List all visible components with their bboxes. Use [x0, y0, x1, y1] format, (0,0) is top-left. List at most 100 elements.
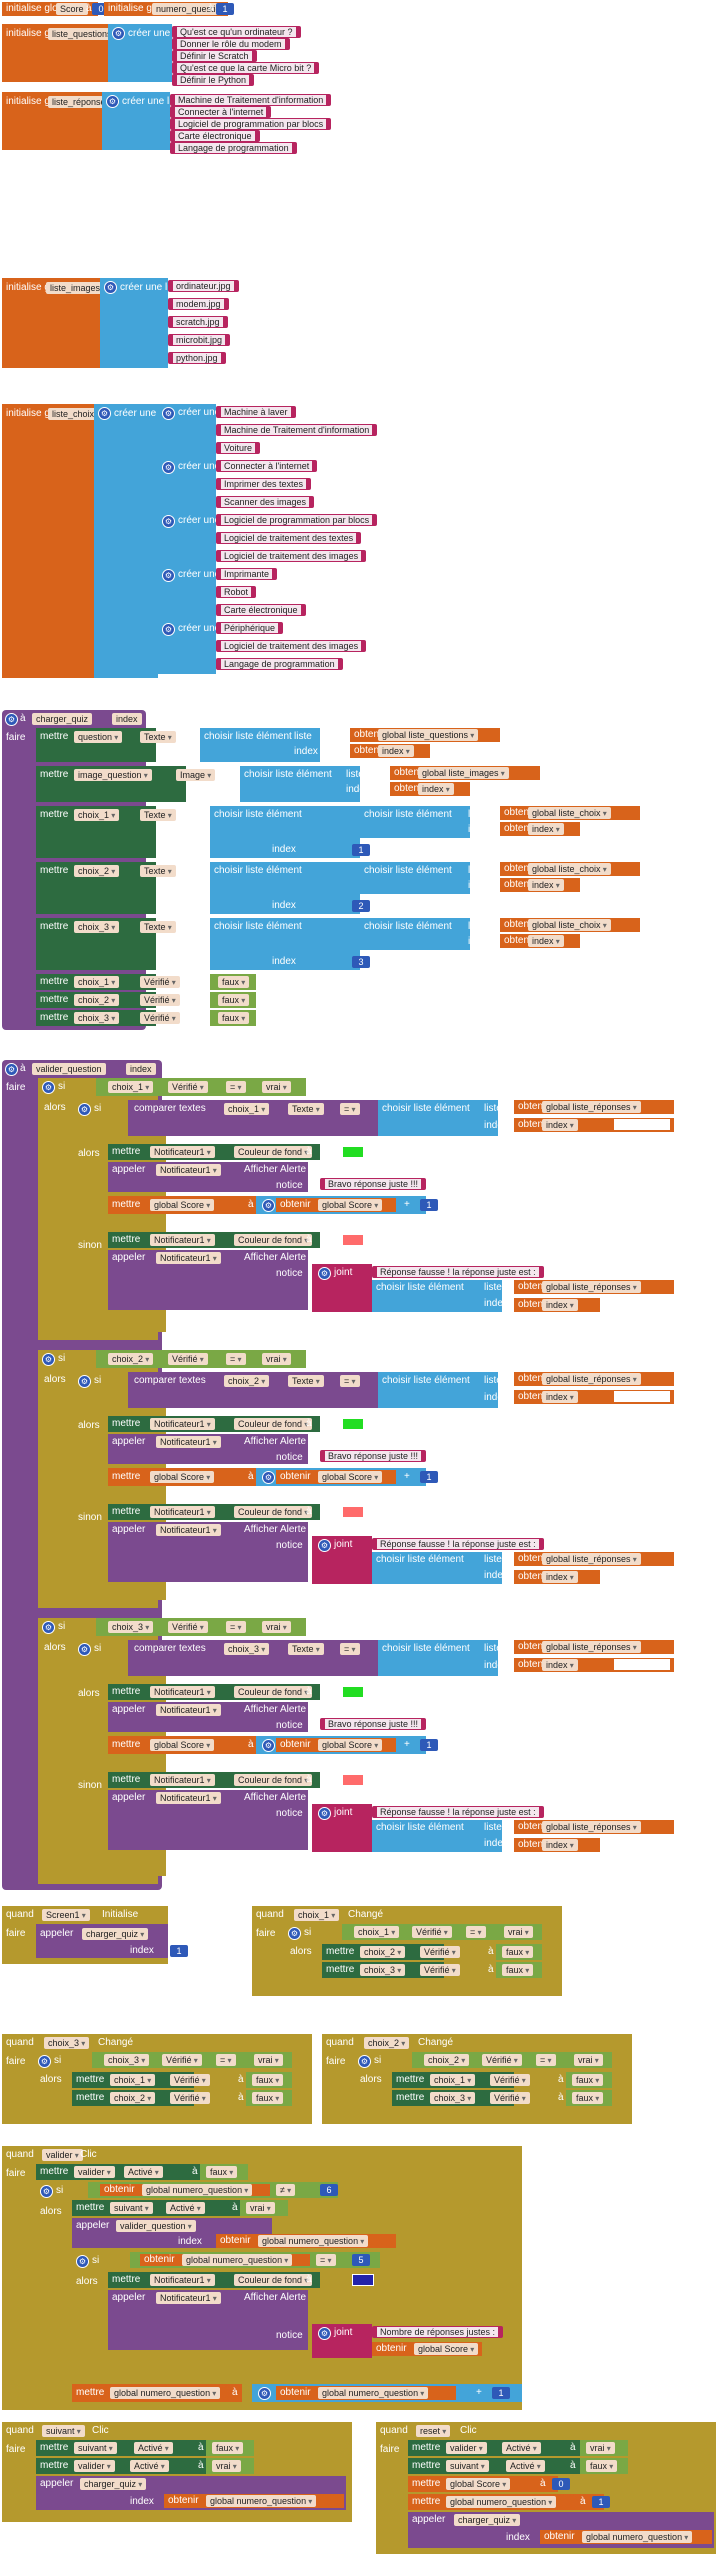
component-notif[interactable]: Notificateur1: [150, 1146, 215, 1158]
bad-answer-string[interactable]: Réponse fausse ! la réponse juste est :: [372, 1806, 544, 1818]
score-var-name[interactable]: Score: [56, 3, 88, 15]
prop-enabled[interactable]: Activé: [506, 2460, 545, 2472]
question-string-4[interactable]: Qu'est ce que la carte Micro bit ?: [172, 62, 320, 74]
var-name[interactable]: global numero_question: [318, 2387, 429, 2399]
var-name[interactable]: index: [542, 1839, 578, 1851]
var-name[interactable]: global numero_question: [258, 2235, 369, 2247]
component-valider[interactable]: valider: [74, 2166, 115, 2178]
var-name[interactable]: index: [528, 823, 564, 835]
select-list-item[interactable]: [372, 1552, 502, 1584]
good-answer-string[interactable]: Bravo réponse juste !!!: [320, 1178, 427, 1190]
var-name[interactable]: global liste_réponses: [542, 1373, 641, 1385]
prop-image[interactable]: Image: [176, 769, 216, 781]
question-string-2[interactable]: Donner le rôle du modem: [172, 38, 290, 50]
component-choix1[interactable]: choix_1: [74, 976, 120, 988]
gear-icon[interactable]: ⚙: [5, 713, 18, 726]
var-name[interactable]: global liste_images: [418, 767, 509, 779]
prop-bg[interactable]: Couleur de fond: [234, 1774, 313, 1786]
gear-icon[interactable]: ⚙: [318, 1539, 331, 1552]
var-name[interactable]: index: [418, 783, 454, 795]
false-value[interactable]: faux: [252, 2074, 284, 2086]
choix-string[interactable]: Logiciel de traitement des images: [216, 550, 367, 562]
var-name[interactable]: global liste_réponses: [542, 1281, 641, 1293]
false-value[interactable]: faux: [218, 976, 250, 988]
op-eq[interactable]: =: [466, 1926, 486, 1938]
var-name[interactable]: index: [542, 1571, 578, 1583]
numero-var-name[interactable]: numero_question: [152, 3, 230, 15]
op-eq[interactable]: =: [340, 1375, 360, 1387]
choix-string[interactable]: Machine de Traitement d'information: [216, 424, 378, 436]
init-liste-reponses-block[interactable]: initialise global liste_réponses: [2, 92, 115, 150]
component-choix[interactable]: choix_2: [360, 1946, 406, 1958]
component-choix[interactable]: choix_3: [104, 2054, 150, 2066]
one-number[interactable]: 1: [420, 1739, 438, 1751]
var-score[interactable]: global Score: [446, 2478, 511, 2490]
select-list-item-outer[interactable]: [210, 918, 360, 970]
component-choix[interactable]: choix_3: [224, 1643, 270, 1655]
component-notif[interactable]: Notificateur1: [156, 1436, 221, 1448]
var-name[interactable]: index: [378, 745, 414, 757]
green-color[interactable]: [342, 1418, 364, 1430]
liste-images-name[interactable]: liste_images: [46, 282, 105, 294]
choix-string[interactable]: Périphérique: [216, 622, 284, 634]
gear-icon[interactable]: ⚙: [318, 2327, 331, 2340]
component-reset[interactable]: reset: [416, 2425, 451, 2437]
component-notif[interactable]: Notificateur1: [156, 1524, 221, 1536]
var-name[interactable]: index: [542, 1299, 578, 1311]
false-value[interactable]: faux: [502, 1946, 534, 1958]
component-valider[interactable]: valider: [446, 2442, 487, 2454]
var-name[interactable]: global liste_réponses: [542, 1101, 641, 1113]
nb-string[interactable]: Nombre de réponses justes :: [372, 2326, 504, 2338]
component-notif[interactable]: Notificateur1: [156, 1792, 221, 1804]
prop-checked[interactable]: Vérifié: [170, 2074, 210, 2086]
prop-checked[interactable]: Vérifié: [420, 1964, 460, 1976]
op-eq[interactable]: =: [226, 1621, 246, 1633]
prop-enabled[interactable]: Activé: [166, 2202, 205, 2214]
var-score[interactable]: global Score: [150, 1739, 215, 1751]
red-color[interactable]: [342, 1234, 364, 1246]
gear-icon[interactable]: ⚙: [262, 1471, 275, 1484]
var-name[interactable]: global liste_réponses: [542, 1821, 641, 1833]
create-list-block[interactable]: ⚙ créer une liste: [108, 24, 191, 82]
var-name[interactable]: global liste_choix: [528, 919, 611, 931]
prop-texte[interactable]: Texte: [288, 1375, 324, 1387]
gear-icon[interactable]: ⚙: [162, 569, 175, 582]
numero-init-value[interactable]: 1: [216, 3, 234, 15]
gear-icon[interactable]: ⚙: [358, 2055, 371, 2068]
component-suivant[interactable]: suivant: [74, 2442, 117, 2454]
proc-name[interactable]: charger_quiz: [80, 2478, 147, 2490]
green-color[interactable]: [342, 1686, 364, 1698]
prop-checked[interactable]: Vérifié: [412, 1926, 452, 1938]
gear-icon[interactable]: ⚙: [42, 1621, 55, 1634]
prop-texte[interactable]: Texte: [288, 1643, 324, 1655]
reponse-string-2[interactable]: Connecter à l'internet: [170, 106, 272, 118]
op-neq[interactable]: ≠: [276, 2184, 296, 2196]
false-value[interactable]: faux: [586, 2460, 618, 2472]
component-choix[interactable]: choix_3: [360, 1964, 406, 1976]
prop-bg[interactable]: Couleur de fond: [234, 1506, 313, 1518]
choix-string[interactable]: Imprimante: [216, 568, 278, 580]
prop-checked[interactable]: Vérifié: [162, 2054, 202, 2066]
component-notif[interactable]: Notificateur1: [150, 1774, 215, 1786]
gear-icon[interactable]: ⚙: [262, 1199, 275, 1212]
prop-checked[interactable]: Vérifié: [140, 994, 180, 1006]
gear-icon[interactable]: ⚙: [104, 281, 117, 294]
proc-name[interactable]: valider_question: [116, 2220, 196, 2232]
op-eq[interactable]: =: [226, 1353, 246, 1365]
bad-answer-string[interactable]: Réponse fausse ! la réponse juste est :: [372, 1538, 544, 1550]
gear-icon[interactable]: ⚙: [78, 1375, 91, 1388]
prop-checked[interactable]: Vérifié: [420, 1946, 460, 1958]
false-value[interactable]: faux: [218, 1012, 250, 1024]
var-name[interactable]: global liste_choix: [528, 807, 611, 819]
true-value[interactable]: vrai: [504, 1926, 533, 1938]
select-list-item[interactable]: [240, 766, 360, 802]
prop-enabled[interactable]: Activé: [124, 2166, 163, 2178]
var-name[interactable]: index: [542, 1119, 578, 1131]
proc-name[interactable]: charger_quiz: [454, 2514, 521, 2526]
component-choix[interactable]: choix_3: [44, 2037, 90, 2049]
component-choix[interactable]: choix_1: [354, 1926, 400, 1938]
true-value[interactable]: vrai: [574, 2054, 603, 2066]
param-index[interactable]: index: [126, 1063, 156, 1075]
component-choix[interactable]: choix_2: [108, 1353, 154, 1365]
choix-string[interactable]: Langage de programmation: [216, 658, 343, 670]
